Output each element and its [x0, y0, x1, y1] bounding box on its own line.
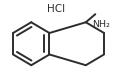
Text: HCl: HCl — [46, 4, 64, 14]
Text: NH₂: NH₂ — [91, 20, 109, 29]
